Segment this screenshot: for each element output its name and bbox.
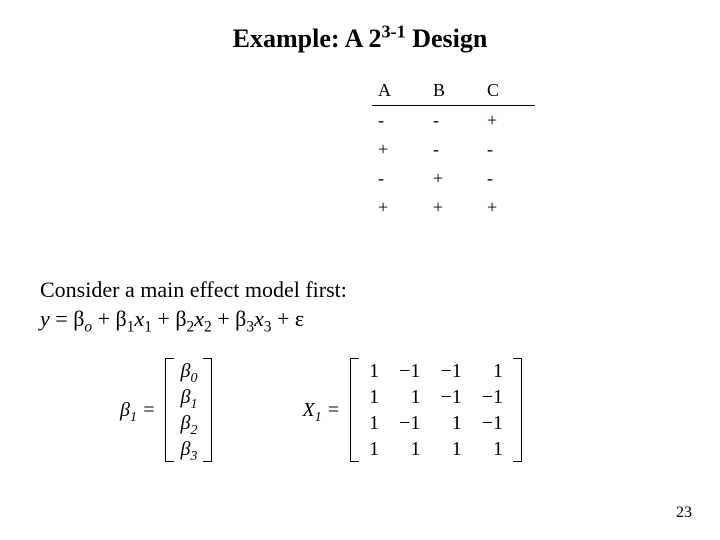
x-matrix: 1 −1 −1 1 1 1 −1 −1 1 −1 1 (350, 358, 522, 462)
table-row: + + + (372, 193, 535, 222)
table-cell: - (372, 106, 427, 136)
eq-b2: β (175, 306, 186, 331)
eq-eps: ε (295, 306, 304, 331)
slide: Example: A 23-1 Design A B C - - + + - -… (0, 0, 720, 540)
eq-plus-3: + (212, 306, 235, 331)
matrix-cell: 1 (472, 358, 513, 384)
title-prefix: Example: A 2 (233, 24, 382, 53)
table-row: β2 (174, 410, 203, 436)
eq-plus-4: + (271, 306, 294, 331)
eq-x3: x (254, 306, 264, 331)
design-table: A B C - - + + - - - + - + + (372, 76, 535, 222)
table-row: 1 1 1 1 (359, 436, 513, 462)
table-row: β1 (174, 384, 203, 410)
eq-plus-2: + (152, 306, 175, 331)
matrix-cell: 1 (389, 384, 430, 410)
x-label-sub: 1 (315, 410, 322, 425)
table-cell: + (427, 164, 481, 193)
matrix-cell: β1 (174, 384, 203, 410)
matrix-cell: −1 (472, 384, 513, 410)
table-cell: + (372, 193, 427, 222)
col-header: C (481, 76, 535, 106)
matrix-cell: 1 (359, 436, 389, 462)
eq-eq: = (50, 306, 73, 331)
beta-label-prefix: β (120, 399, 130, 421)
beta-label-eq: = (137, 399, 156, 421)
eq-x1: x (134, 306, 144, 331)
table-cell: + (372, 135, 427, 164)
beta-matrix-label: β1 = (120, 399, 155, 422)
matrix-cell: 1 (430, 410, 471, 436)
model-equation: y = βo + β1x1 + β2x2 + β3x3 + ε (40, 305, 347, 334)
page-number: 23 (676, 504, 692, 522)
table-row: 1 −1 1 −1 (359, 410, 513, 436)
table-row: β0 (174, 358, 203, 384)
title-exponent: 3-1 (381, 21, 405, 41)
table-cell: + (427, 193, 481, 222)
eq-b0-sub: o (84, 318, 92, 335)
table-row: β3 (174, 436, 203, 462)
matrix-cell: 1 (472, 436, 513, 462)
matrix-table: 1 −1 −1 1 1 1 −1 −1 1 −1 1 (359, 358, 513, 462)
eq-y: y (40, 306, 50, 331)
matrix-cell: 1 (430, 436, 471, 462)
matrices-row: β1 = β0 β1 β2 β3 X1 = (120, 358, 522, 462)
title-suffix: Design (406, 24, 488, 53)
matrix-cell: −1 (430, 358, 471, 384)
matrix-table: β0 β1 β2 β3 (174, 358, 203, 462)
eq-x2-sub: 2 (204, 318, 212, 335)
table-cell: - (372, 164, 427, 193)
bracket-right-icon (513, 358, 522, 462)
matrix-cell: −1 (472, 410, 513, 436)
matrix-cell: −1 (389, 410, 430, 436)
table-row: - + - (372, 164, 535, 193)
table-cell: + (481, 106, 535, 136)
table-row: 1 1 −1 −1 (359, 384, 513, 410)
body-text: Consider a main effect model first: y = … (40, 276, 347, 333)
x-label-prefix: X (302, 399, 314, 421)
matrix-cell: 1 (359, 384, 389, 410)
table-row: A B C (372, 76, 535, 106)
beta-matrix: β0 β1 β2 β3 (165, 358, 212, 462)
body-line-1: Consider a main effect model first: (40, 276, 347, 305)
matrix-cell: 1 (359, 358, 389, 384)
matrix-cell: β3 (174, 436, 203, 462)
table-cell: - (481, 135, 535, 164)
eq-x2: x (194, 306, 204, 331)
table-row: - - + (372, 106, 535, 136)
col-header: B (427, 76, 481, 106)
matrix-cell: β0 (174, 358, 203, 384)
bracket-left-icon (165, 358, 174, 462)
x-label-eq: = (322, 399, 341, 421)
table-cell: - (427, 106, 481, 136)
matrix-cell: −1 (430, 384, 471, 410)
table-row: 1 −1 −1 1 (359, 358, 513, 384)
beta-label-sub: 1 (130, 410, 137, 425)
eq-b0: β (73, 306, 84, 331)
table-row: + - - (372, 135, 535, 164)
table-cell: + (481, 193, 535, 222)
x-matrix-block: X1 = 1 −1 −1 1 1 1 −1 −1 (302, 358, 522, 462)
eq-x1-sub: 1 (144, 318, 152, 335)
beta-matrix-block: β1 = β0 β1 β2 β3 (120, 358, 212, 462)
slide-title: Example: A 23-1 Design (0, 24, 720, 54)
eq-plus-1: + (92, 306, 115, 331)
matrix-cell: 1 (359, 410, 389, 436)
eq-b3: β (235, 306, 246, 331)
x-matrix-label: X1 = (302, 399, 340, 422)
table-cell: - (481, 164, 535, 193)
eq-b3-sub: 3 (246, 318, 254, 335)
matrix-cell: 1 (389, 436, 430, 462)
matrix-cell: β2 (174, 410, 203, 436)
matrix-cell: −1 (389, 358, 430, 384)
col-header: A (372, 76, 427, 106)
bracket-right-icon (203, 358, 212, 462)
bracket-left-icon (350, 358, 359, 462)
table-cell: - (427, 135, 481, 164)
eq-b1: β (116, 306, 127, 331)
